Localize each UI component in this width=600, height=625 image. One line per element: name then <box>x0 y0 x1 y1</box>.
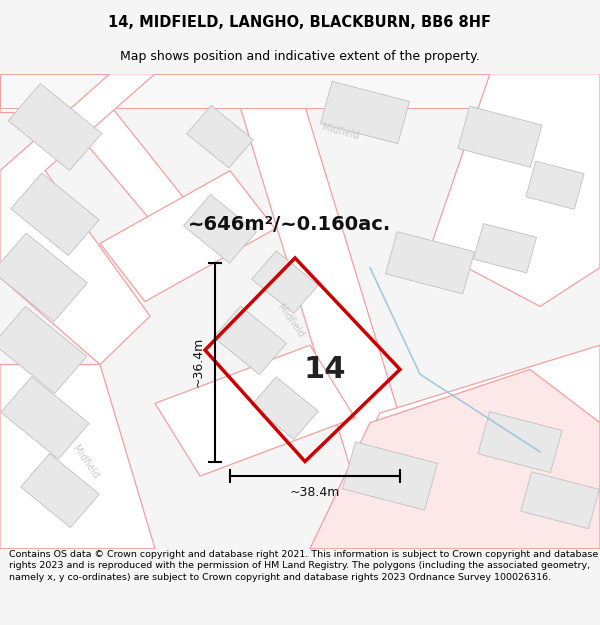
Polygon shape <box>230 74 440 549</box>
Text: ~36.4m: ~36.4m <box>192 337 205 388</box>
Polygon shape <box>184 194 256 263</box>
Polygon shape <box>0 306 87 394</box>
Text: 14: 14 <box>304 355 346 384</box>
Polygon shape <box>310 369 600 549</box>
Polygon shape <box>155 345 355 476</box>
Polygon shape <box>343 442 437 510</box>
Polygon shape <box>0 233 88 321</box>
Text: Midfield: Midfield <box>275 302 305 339</box>
Polygon shape <box>310 345 600 549</box>
Polygon shape <box>320 81 409 144</box>
Polygon shape <box>0 74 220 243</box>
Polygon shape <box>20 454 100 528</box>
Polygon shape <box>521 472 599 529</box>
Text: Midfield: Midfield <box>70 443 100 480</box>
Text: Map shows position and indicative extent of the property.: Map shows position and indicative extent… <box>120 50 480 63</box>
Polygon shape <box>478 412 562 472</box>
Polygon shape <box>214 306 286 374</box>
Polygon shape <box>252 251 318 313</box>
Polygon shape <box>11 173 99 256</box>
Text: ~646m²/~0.160ac.: ~646m²/~0.160ac. <box>188 214 392 234</box>
Polygon shape <box>0 364 155 549</box>
Polygon shape <box>386 232 475 294</box>
Polygon shape <box>8 84 102 171</box>
Polygon shape <box>187 106 253 168</box>
Text: Contains OS data © Crown copyright and database right 2021. This information is : Contains OS data © Crown copyright and d… <box>9 549 598 582</box>
Polygon shape <box>1 377 89 459</box>
Polygon shape <box>0 74 600 108</box>
Text: 14, MIDFIELD, LANGHO, BLACKBURN, BB6 8HF: 14, MIDFIELD, LANGHO, BLACKBURN, BB6 8HF <box>109 15 491 30</box>
Polygon shape <box>526 161 584 209</box>
Polygon shape <box>0 74 155 364</box>
Polygon shape <box>473 224 536 273</box>
Text: ~38.4m: ~38.4m <box>290 486 340 499</box>
Polygon shape <box>252 377 318 439</box>
Text: Midfield: Midfield <box>320 122 360 141</box>
Polygon shape <box>458 106 542 168</box>
Polygon shape <box>100 171 275 301</box>
Polygon shape <box>430 74 600 306</box>
